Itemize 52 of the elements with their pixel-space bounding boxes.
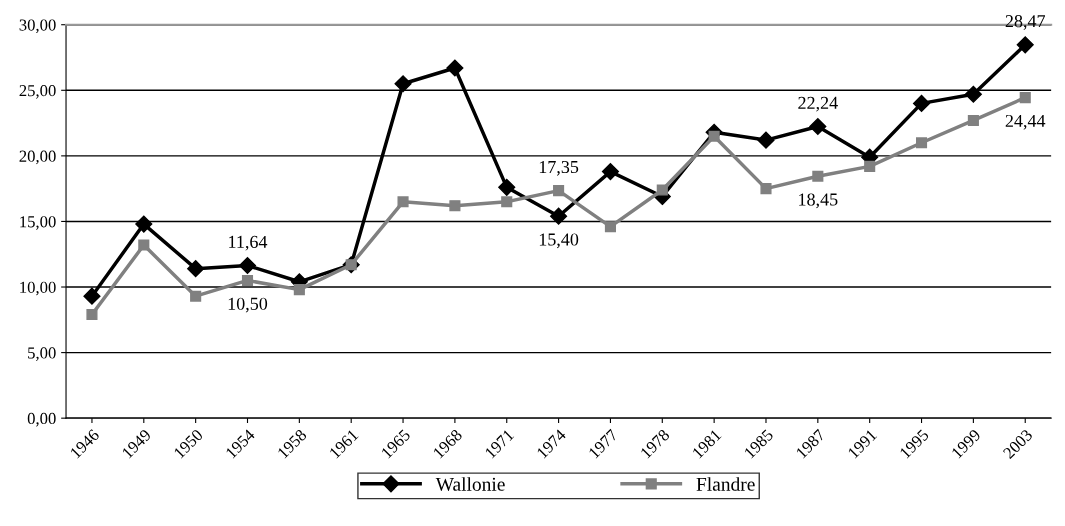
y-tick-label: 5,00 [28, 347, 56, 361]
point [83, 287, 101, 305]
point [449, 200, 461, 212]
y-tick-label: 20,00 [19, 150, 56, 165]
point [394, 75, 412, 93]
point [915, 137, 928, 149]
point [138, 239, 150, 251]
x-tick-label: 1999 [951, 428, 982, 459]
point [967, 114, 979, 127]
y-tick-label: 25,00 [19, 85, 56, 99]
point [187, 260, 205, 278]
point [812, 170, 824, 182]
point [241, 274, 254, 287]
point [446, 59, 464, 77]
point [397, 196, 409, 208]
point [757, 131, 775, 149]
x-tick-label: 1978 [640, 428, 671, 459]
point [656, 184, 668, 196]
point [809, 117, 827, 136]
y-tick-label: 0,00 [27, 412, 56, 427]
point [601, 163, 619, 181]
point [760, 183, 772, 195]
point [864, 160, 876, 172]
y-tick-label: 15,00 [20, 216, 56, 230]
point [293, 284, 305, 296]
legend-label: Wallonie [435, 477, 505, 491]
y-tick-label: 30,00 [19, 19, 56, 34]
point [1016, 36, 1034, 54]
data-label: 17,35 [539, 160, 579, 176]
data-label: 15,40 [539, 233, 579, 249]
point [498, 178, 516, 196]
point [135, 215, 153, 233]
point [912, 94, 931, 112]
data-label: 28,47 [1005, 15, 1046, 30]
point [1019, 92, 1031, 104]
point [550, 207, 568, 225]
point [86, 309, 98, 321]
x-tick-label: 1958 [277, 428, 308, 459]
data-label: 24,44 [1005, 114, 1046, 130]
point [553, 185, 565, 197]
point [964, 85, 982, 103]
point [604, 221, 616, 233]
y-tick-label: 10,00 [20, 281, 56, 296]
legend-label: Flandre [696, 477, 755, 491]
point [708, 130, 720, 142]
data-label: 22,24 [798, 96, 838, 112]
data-label: 18,45 [799, 193, 838, 209]
point [238, 256, 257, 275]
point [190, 290, 202, 302]
point [501, 196, 513, 208]
data-label: 11,64 [229, 235, 268, 251]
data-label: 10,50 [228, 297, 268, 313]
